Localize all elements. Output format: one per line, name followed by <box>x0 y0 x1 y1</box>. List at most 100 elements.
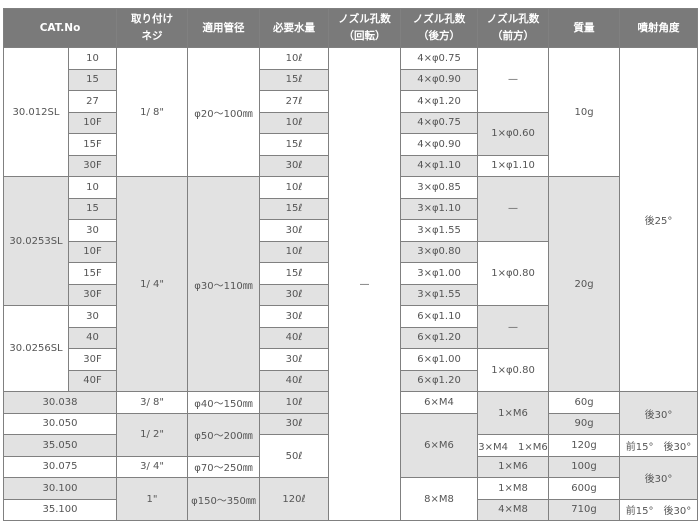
table-cell: 4×φ0.90 <box>400 133 479 156</box>
table-cell: 30 <box>67 305 118 328</box>
table-row: 35.050 50ℓ 3×M4 1×M6 120g 前15° 後30° <box>2 434 699 478</box>
table-row: 30.0256SL 30 30ℓ 6×φ1.10— <box>3 305 698 392</box>
table-cell: — <box>477 47 550 113</box>
table-cell: 1×φ0.60 <box>477 111 550 156</box>
header-nozzle-front: ノズル孔数 （前方） <box>477 8 550 48</box>
table-cell: 後30° <box>619 455 699 500</box>
table-cell: 15ℓ <box>259 197 330 220</box>
table-cell: 15ℓ <box>259 68 330 91</box>
table-cell: 30.038 <box>2 391 118 414</box>
table-cell: 30F <box>67 283 118 306</box>
table-cell: 1×M8 <box>477 477 550 500</box>
table-row: 40 40ℓ 6×φ1.20 <box>4 326 698 349</box>
table-cell: 90g <box>548 412 621 435</box>
table-cell: 後30° <box>619 391 699 435</box>
table-cell: 35.100 <box>2 498 118 521</box>
table-body: 30.012SL 10 1/ 8" φ20～100㎜ 10ℓ —4×φ0.75—10g 後2… <box>2 47 699 521</box>
table-row: 30.100 1" φ150～350㎜ 120ℓ 8×M8 1×M8 600g <box>2 477 698 521</box>
header-label: ネジ <box>141 30 163 42</box>
table-cell: — <box>328 47 402 521</box>
header-spray-angle: 噴射角度 <box>619 8 699 48</box>
table-cell: 50ℓ <box>259 434 330 478</box>
header-nozzle-rotary: ノズル孔数 （回転） <box>328 8 402 48</box>
table-row: 10F 10ℓ 4×φ0.75 1×φ0.60 <box>4 111 698 156</box>
table-cell: 10 <box>67 176 118 199</box>
table-cell: 3×φ1.55 <box>400 219 479 242</box>
table-cell: 4×φ1.10 <box>400 154 479 177</box>
header-label: 噴射角度 <box>637 21 680 34</box>
table-cell: 15ℓ <box>259 133 330 156</box>
table-cell: — <box>477 305 550 349</box>
table-cell: 100g <box>548 455 621 478</box>
table-cell: 3/ 4" <box>116 455 189 478</box>
table-cell: 10F <box>67 111 118 134</box>
header-label: （後方） <box>418 30 461 42</box>
table-cell: φ20～100㎜ <box>187 47 261 177</box>
header-label: 取り付け <box>131 13 174 25</box>
table-cell: 10ℓ <box>259 47 330 70</box>
header-label: ノズル孔数 <box>486 13 540 25</box>
table-cell: 60g <box>548 391 621 414</box>
table-cell: 1×φ0.80 <box>477 348 550 392</box>
header-pipe-diameter: 適用管径 <box>187 8 261 48</box>
table-cell: 3×M4 1×M6 <box>477 434 550 457</box>
table-cell: 4×φ0.75 <box>400 47 479 70</box>
table-cell: 前15° 後30° <box>619 434 699 457</box>
table-row: 15 15ℓ 4×φ0.90 <box>4 68 698 91</box>
table-cell: 1" <box>116 477 189 521</box>
table-cell: 27 <box>67 90 118 113</box>
header-label: （回転） <box>343 30 386 42</box>
header-label: ノズル孔数 <box>412 13 466 25</box>
header-label: ノズル孔数 <box>338 13 391 25</box>
header-label: 質量 <box>573 21 595 34</box>
table-cell: φ150～350㎜ <box>187 477 261 521</box>
table-cell: 120g <box>548 434 621 457</box>
table-cell: 40ℓ <box>259 326 330 349</box>
table-cell: 30F <box>67 348 118 371</box>
table-cell: 15 <box>67 68 118 91</box>
table-row: 30 30ℓ 3×φ1.55 <box>4 219 698 242</box>
table-cell: 15F <box>67 133 118 156</box>
table-cell: 40ℓ <box>259 369 330 392</box>
table-cell: 1×φ0.80 <box>477 240 550 306</box>
header-row: CAT.No 取り付け ネジ 適用管径 必要水量 ノズル孔数 （回転） ノズル孔数 （後方） ノズ… <box>2 8 699 48</box>
table-cell: 10ℓ <box>259 176 330 199</box>
table-cell: 4×φ1.20 <box>400 90 479 113</box>
table-cell: 3×φ0.85 <box>400 176 479 199</box>
header-cat-no: CAT.No <box>2 8 118 48</box>
table-cell: φ70～250㎜ <box>187 455 261 478</box>
table-cell: 30ℓ <box>259 412 330 435</box>
table-cell: 10ℓ <box>259 240 330 263</box>
table-cell: 6×M4 <box>400 391 479 414</box>
table-cell: — <box>477 176 550 242</box>
table-cell: 30ℓ <box>259 348 330 371</box>
table-cell: φ40～150㎜ <box>187 391 261 414</box>
table-cell: 15 <box>67 197 118 220</box>
table-cell: 15F <box>67 262 118 285</box>
table-cell: 30.012SL <box>3 47 69 177</box>
table-cell: 30.0253SL <box>3 176 69 306</box>
table-row: 30F 30ℓ 4×φ1.10 1×φ1.10 <box>4 154 698 177</box>
header-label: 必要水量 <box>273 21 316 34</box>
table-cell: 600g <box>548 477 621 500</box>
table-cell: 後25° <box>619 47 699 392</box>
spec-table: CAT.No 取り付け ネジ 適用管径 必要水量 ノズル孔数 （回転） ノズル孔数 （後方） ノズ… <box>2 8 699 521</box>
table-cell: 1×M6 <box>477 391 550 435</box>
table-cell: 1/ 2" <box>116 412 189 457</box>
table-cell: 3×φ0.80 <box>400 240 479 263</box>
table-cell: 30ℓ <box>259 283 330 306</box>
table-row: 30.075 3/ 4" φ70～250㎜ 1×M6 100g 後30° <box>2 455 699 500</box>
table-cell: 30ℓ <box>259 219 330 242</box>
header-label: CAT.No <box>39 21 81 34</box>
header-label: （前方） <box>492 30 535 42</box>
table-row: 30F 30ℓ 3×φ1.55 <box>4 283 698 306</box>
header-nozzle-rear: ノズル孔数 （後方） <box>400 8 479 48</box>
table-cell: 710g <box>548 498 621 521</box>
table-cell: 前15° 後30° <box>619 498 699 521</box>
table-cell: 1/ 8" <box>116 47 189 177</box>
table-cell: 8×M8 <box>400 477 479 521</box>
header-mount-thread: 取り付け ネジ <box>116 8 189 48</box>
table-row: 35.100 4×M8 710g 前15° 後30° <box>2 498 699 521</box>
table-cell: 30.100 <box>2 477 118 500</box>
table-cell: 10ℓ <box>259 391 330 414</box>
